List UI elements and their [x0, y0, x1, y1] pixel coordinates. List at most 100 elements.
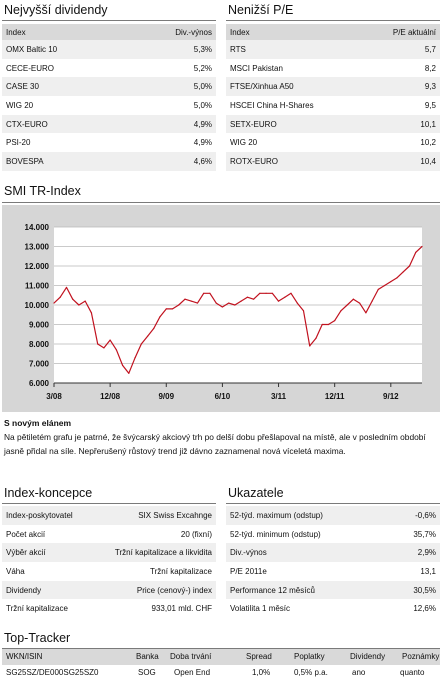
row-value: 4,9% [193, 138, 212, 148]
data-point [146, 335, 149, 337]
row-value: 12,6% [413, 604, 436, 614]
data-point [140, 343, 142, 345]
data-point [265, 292, 267, 294]
data-point [178, 304, 180, 306]
data-point [171, 308, 174, 310]
data-point [334, 320, 336, 322]
column-header-index: Index [6, 27, 26, 37]
row-value: 5,2% [193, 63, 212, 73]
row-label: 52-týd. maximum (odstup) [230, 510, 323, 520]
data-point [327, 323, 330, 326]
x-tick-label: 3/08 [46, 392, 62, 401]
data-point [59, 296, 61, 298]
top-tracker-title: Top-Tracker [4, 631, 71, 645]
top-dividends-rows: OMX Baltic 10 5,3% CECE-EURO 5,2% CASE 30 5,0… [2, 40, 216, 171]
data-point [72, 298, 74, 300]
row-value: 13,1 [420, 566, 436, 576]
data-point [402, 271, 404, 273]
row-value: 9,3 [424, 82, 436, 92]
data-point [340, 310, 342, 312]
row-value: 5,0% [193, 100, 212, 110]
commentary: S novým elánem Na pětiletém grafu je pat… [2, 418, 440, 458]
row-label: Tržní kapitalizace [6, 604, 68, 614]
y-tick-label: 12.000 [25, 262, 50, 271]
row-label: Index-poskytovatel [6, 510, 73, 520]
row-label: CASE 30 [6, 82, 39, 92]
lowest-pe-title: Nenižší P/E [228, 3, 294, 17]
data-point [97, 343, 99, 345]
data-point [277, 300, 280, 302]
data-point [371, 300, 373, 302]
x-tick-label: 6/10 [215, 392, 231, 401]
tracker-cell: Open End [174, 668, 211, 677]
data-point [90, 312, 93, 314]
dividend-row: CECE-EURO 5,2% [2, 59, 216, 78]
pe-row: WIG 20 10,2 [226, 133, 440, 152]
row-value: 20 (fixní) [180, 529, 212, 539]
concept-row: Tržní kapitalizace 933,01 mld. CHF [2, 599, 216, 618]
tracker-table-row: SG25SZ/DE000SG25SZ0 SOG Open End 1,0% 0,5% p… [2, 665, 440, 683]
row-label: PSI-20 [6, 138, 31, 148]
data-point [190, 300, 192, 302]
row-value: 35,7% [413, 529, 436, 539]
tracker-column-header: Poplatky [294, 652, 325, 661]
row-label: Div.-výnos [230, 548, 267, 558]
tracker-column-header: Spread [246, 652, 272, 661]
concept-row: Výběr akcií Tržní kapitalizace a likvidit… [2, 543, 216, 563]
indicator-row: Volatilita 1 měsíc 12,6% [226, 599, 440, 618]
tracker-cell: ano [352, 668, 366, 677]
row-label: CECE-EURO [6, 63, 55, 73]
data-point [271, 292, 273, 294]
row-label: Výběr akcií [6, 548, 46, 558]
data-point [359, 302, 361, 304]
data-point [246, 296, 248, 298]
data-point [259, 292, 261, 294]
data-point [321, 323, 323, 326]
data-point [53, 302, 55, 304]
index-concept-rows: Index-poskytovatel SIX Swiss Excahnge Poče… [2, 506, 216, 618]
divider [226, 503, 440, 504]
pe-row: MSCI Pakistan 8,2 [226, 59, 440, 78]
pe-row: SETX-EURO 10,1 [226, 114, 440, 134]
data-point [290, 292, 292, 294]
commentary-text: Na pětiletém grafu je patrné, že švýcars… [4, 432, 426, 456]
data-point [103, 347, 105, 349]
row-label: Dividendy [6, 585, 42, 595]
pe-row: FTSE/Xinhua A50 9,3 [226, 77, 440, 97]
row-label: Váha [6, 566, 25, 576]
data-point [209, 292, 211, 294]
data-point [65, 286, 68, 289]
dividend-row: PSI-20 4,9% [2, 133, 216, 152]
chart-title: SMI TR-Index [4, 184, 81, 198]
data-point [296, 302, 298, 304]
pe-row: HSCEI China H-Shares 9,5 [226, 96, 440, 115]
x-tick-label: 9/12 [383, 392, 399, 401]
indicator-row: P/E 2011e 13,1 [226, 562, 440, 581]
divider [226, 20, 440, 21]
dividend-row: BOVESPA 4,6% [2, 152, 216, 171]
top-dividends-panel: Nejvyšší dividendy Index Div.-výnos OMX … [2, 0, 216, 171]
row-value: 933,01 mld. CHF [151, 604, 212, 614]
tracker-column-header: Dividendy [350, 652, 386, 661]
indicator-row: Div.-výnos 2,9% [226, 543, 440, 563]
x-tick-label: 9/09 [158, 392, 174, 401]
row-value: Price (cenový-) index [136, 585, 212, 595]
row-label: WIG 20 [6, 100, 34, 110]
data-point [377, 288, 379, 290]
row-label: CTX-EURO [6, 119, 48, 129]
pe-row: RTS 5,7 [226, 40, 440, 59]
data-point [203, 292, 205, 294]
row-value: 4,9% [193, 119, 212, 129]
data-point [184, 298, 186, 300]
chart-container: 6.000 7.000 8.000 9.000 10.000 11.000 12.000 13… [2, 205, 440, 412]
x-tick-label: 3/11 [271, 392, 287, 401]
lowest-pe-panel: Nenižší P/E Index P/E aktuální RTS 5,7 MSC… [226, 0, 440, 171]
row-value: 10,4 [420, 156, 436, 166]
row-label: P/E 2011e [230, 566, 267, 576]
row-label: FTSE/Xinhua A50 [230, 82, 294, 92]
data-point [352, 298, 354, 300]
row-value: 8,2 [424, 63, 436, 73]
table-header: Index Div.-výnos [2, 24, 216, 40]
row-label: Volatilita 1 měsíc [230, 604, 291, 614]
data-point [78, 304, 80, 306]
